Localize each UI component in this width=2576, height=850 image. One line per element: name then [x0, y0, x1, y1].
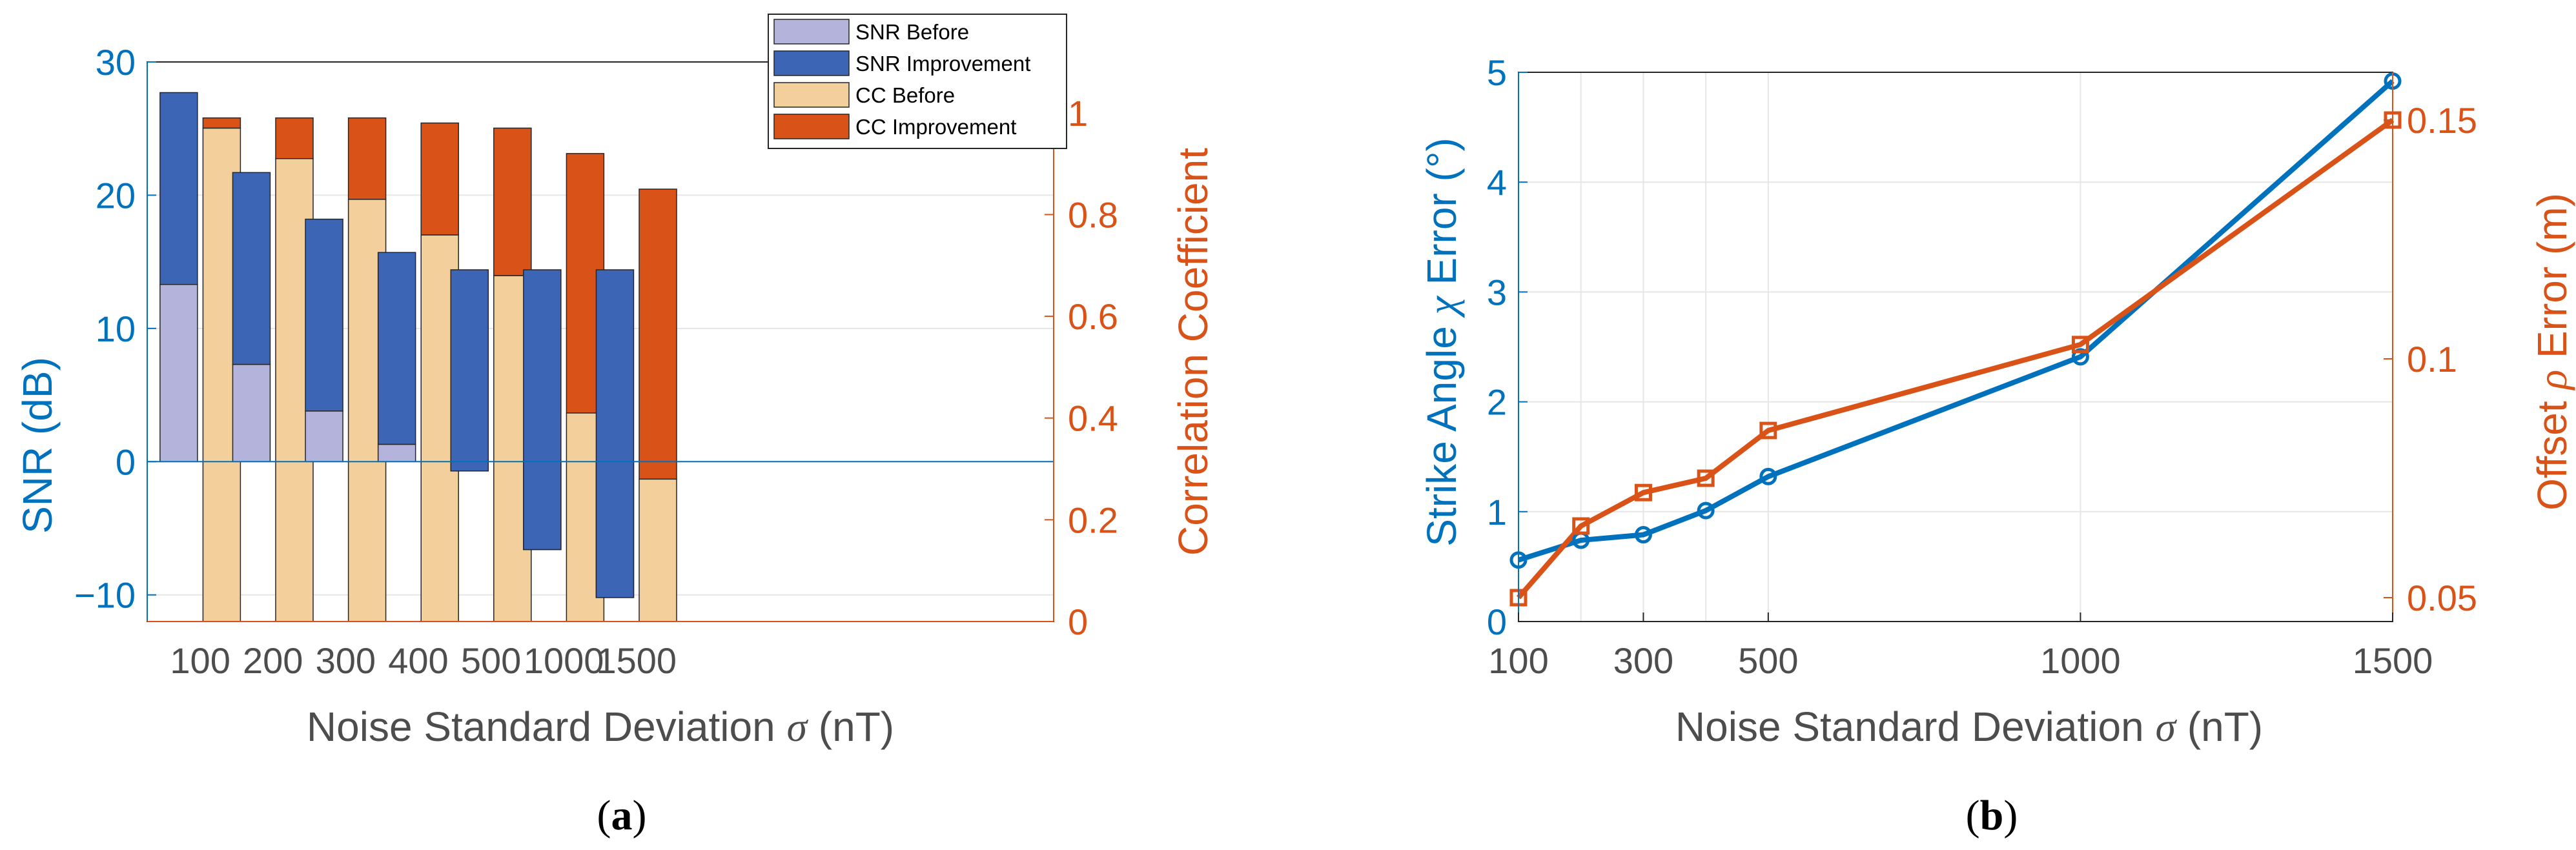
panel-a-left-tick-label: 20	[96, 175, 136, 216]
point-offset-error-200	[1572, 517, 1590, 535]
panel-b-x-axis-label: Noise Standard Deviation σ (nT)	[1675, 703, 2263, 750]
bar-cc-improvement-400	[420, 122, 459, 236]
panel-b-left-tick-label: 0	[1487, 602, 1507, 642]
bar-snr-improvement-400	[377, 252, 416, 445]
point-strike-angle-error-500	[1759, 467, 1777, 485]
panel-b-left-tick-label: 2	[1487, 382, 1507, 423]
point-offset-error-300	[1634, 483, 1652, 501]
panel-b: 0 1 2 3 4 5 0.05 0.1 0.15 100 300 500 1000 1500 Str…	[1418, 52, 2575, 839]
panel-b-left-ticks: 0 1 2 3 4 5	[1487, 52, 1528, 642]
bar-snr-improvement-100	[159, 92, 198, 285]
panel-a-right-tick-label: 0.8	[1068, 194, 1118, 235]
panel-b-left-tick-label: 1	[1487, 492, 1507, 532]
panel-a-x-tick-label-300: 300	[316, 640, 376, 681]
bar-snr-improvement-1000	[523, 269, 562, 551]
point-strike-angle-error-300	[1634, 526, 1652, 544]
bar-snr-before-100	[159, 283, 198, 463]
panel-a-x-tick-label-1500: 1500	[596, 640, 677, 681]
panel-b-left-axis-label: Strike Angle χ Error (°)	[1418, 137, 1465, 546]
bar-cc-improvement-1500	[639, 188, 677, 480]
panel-b-left-tick-label: 5	[1487, 52, 1507, 93]
bar-snr-before-300	[305, 410, 343, 463]
panel-b-x-tick-label-300: 300	[1613, 640, 1673, 681]
bar-snr-improvement-200	[232, 172, 271, 365]
panel-b-x-tick-label-100: 100	[1488, 640, 1548, 681]
legend-label-cc-before: CC Before	[855, 83, 955, 107]
panel-a-legend: SNR Before SNR Improvement CC Before CC …	[768, 14, 1067, 149]
panel-b-left-tick-label: 4	[1487, 162, 1507, 203]
bar-snr-improvement-500	[450, 269, 489, 472]
panel-b-right-tick-label: 0.15	[2407, 100, 2477, 141]
bar-snr-improvement-300	[305, 218, 343, 412]
legend-swatch-snr-improvement	[773, 50, 850, 76]
panel-b-right-tick-label: 0.05	[2407, 578, 2477, 618]
panel-a-left-tick-label: 10	[96, 309, 136, 349]
bar-cc-improvement-500	[493, 127, 532, 276]
legend-swatch-snr-before	[773, 19, 850, 45]
panel-a-left-axis-label: SNR (dB)	[14, 357, 61, 534]
panel-a-right-axis-label: Correlation Coefficient	[1170, 148, 1216, 556]
panel-a-x-tick-label-400: 400	[388, 640, 448, 681]
panel-b-x-tick-label-500: 500	[1738, 640, 1798, 681]
panel-a: −10 0 10 20 30 0 0.2 0.4 0.6 0.8 1 100 200 300 400 50…	[14, 14, 1216, 839]
point-offset-error-1000	[2071, 336, 2089, 354]
panel-a-right-tick-label: 0.6	[1068, 296, 1118, 337]
bar-snr-before-200	[232, 363, 271, 463]
bar-cc-improvement-300	[347, 117, 387, 200]
panel-a-right-tick-label: 1	[1068, 93, 1088, 134]
bar-cc-improvement-100	[202, 117, 241, 129]
legend-label-snr-before: SNR Before	[855, 20, 969, 44]
panel-a-right-tick-label: 0.2	[1068, 500, 1118, 540]
panel-b-lines	[1509, 72, 2402, 607]
panel-a-bars	[159, 92, 677, 622]
panel-a-left-tick-label: 0	[116, 441, 136, 482]
panel-b-x-tick-label-1000: 1000	[2040, 640, 2121, 681]
legend-label-snr-improvement: SNR Improvement	[855, 52, 1030, 76]
panel-a-x-tick-label-100: 100	[170, 640, 230, 681]
bar-snr-before-400	[377, 443, 416, 463]
point-strike-angle-error-400	[1697, 501, 1715, 520]
panel-a-left-tick-label: 30	[96, 42, 136, 83]
panel-b-x-ticks: 100 300 500 1000 1500	[1488, 612, 2433, 681]
point-offset-error-400	[1697, 469, 1715, 487]
bar-cc-before-1500	[639, 478, 677, 622]
point-strike-angle-error-1000	[2071, 348, 2089, 366]
panel-a-x-tick-label-200: 200	[243, 640, 303, 681]
legend-label-cc-improvement: CC Improvement	[855, 115, 1016, 139]
legend-swatch-cc-before	[773, 82, 850, 108]
point-offset-error-500	[1759, 421, 1777, 440]
panel-a-right-ticks: 0 0.2 0.4 0.6 0.8 1	[147, 62, 1118, 642]
bar-snr-improvement-1500	[595, 269, 635, 598]
panel-a-right-tick-label: 0.4	[1068, 398, 1118, 439]
panel-a-x-tick-label-1000: 1000	[524, 640, 604, 681]
panel-b-caption: (b)	[1966, 792, 2018, 839]
series-line-strike-angle-error	[1517, 79, 2395, 563]
legend-swatch-cc-improvement	[773, 114, 850, 139]
panel-b-right-tick-label: 0.1	[2407, 339, 2457, 379]
panel-a-left-ticks: −10 0 10 20 30	[74, 42, 156, 622]
panel-b-right-axis-label: Offset ρ Error (m)	[2529, 193, 2575, 511]
panel-a-caption: (a)	[597, 792, 647, 839]
panel-b-x-tick-label-1500: 1500	[2353, 640, 2433, 681]
panel-a-x-axis-label: Noise Standard Deviation σ (nT)	[307, 703, 894, 750]
bar-cc-improvement-200	[275, 117, 314, 159]
series-line-offset-error	[1516, 117, 2395, 600]
panel-a-x-tick-label-500: 500	[461, 640, 521, 681]
panel-a-left-tick-label: −10	[74, 575, 136, 616]
panel-a-right-tick-label: 0	[1068, 602, 1088, 642]
panel-b-left-tick-label: 3	[1487, 272, 1507, 312]
panel-b-right-ticks: 0.05 0.1 0.15	[2384, 72, 2477, 622]
